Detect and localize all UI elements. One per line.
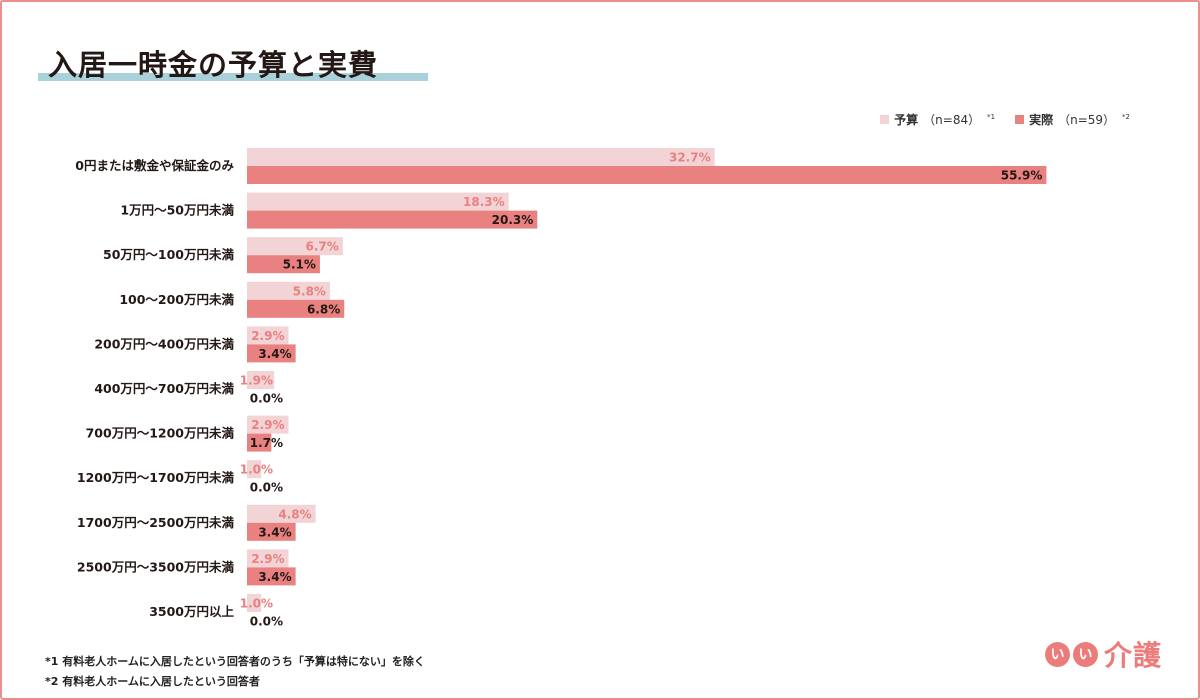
category-label: 1700万円～2500万円未満 <box>77 515 235 530</box>
legend-label-budget: 予算 <box>894 113 919 127</box>
page-title: 入居一時金の予算と実費 <box>48 48 379 82</box>
footnotes: *1 有料老人ホームに入居したという回答者のうち「予算は特にない」を除く *2 … <box>45 652 425 692</box>
data-label-budget: 5.8% <box>293 284 326 298</box>
data-label-actual: 20.3% <box>492 213 534 227</box>
legend-item-actual: 実際 （n=59） *2 <box>1015 111 1130 128</box>
data-label-budget: 32.7% <box>669 151 711 165</box>
data-label-budget: 1.9% <box>240 374 273 388</box>
category-label: 700万円～1200万円未満 <box>86 426 235 441</box>
data-label-actual: 6.8% <box>307 302 340 316</box>
bar-actual <box>247 166 1047 184</box>
legend-swatch-budget <box>880 115 890 124</box>
bar-budget <box>247 371 275 389</box>
data-label-actual: 1.7% <box>250 436 283 450</box>
data-label-budget: 2.9% <box>251 329 284 343</box>
bar-budget <box>247 237 343 256</box>
data-label-actual: 0.0% <box>250 392 283 406</box>
logo-circle-2: い <box>1072 641 1098 667</box>
category-label: 2500万円～3500万円未満 <box>77 559 235 574</box>
legend: 予算 （n=84） *1 実際 （n=59） *2 <box>880 111 1130 128</box>
bar-budget <box>247 148 715 166</box>
bar-actual <box>247 344 296 363</box>
category-label: 200万円～400万円未満 <box>94 336 234 351</box>
legend-footnote-mark-budget: *1 <box>987 112 996 121</box>
bar-actual <box>247 433 272 452</box>
category-label: 1万円～50万円未満 <box>120 203 234 218</box>
logo-text: 介護 <box>1103 639 1162 672</box>
data-label-actual: 55.9% <box>1001 169 1043 183</box>
category-label: 400万円～700万円未満 <box>94 381 234 396</box>
bar-budget <box>247 326 289 345</box>
legend-footnote-mark-actual: *2 <box>1122 112 1130 121</box>
data-label-budget: 4.8% <box>278 507 311 521</box>
category-label: 0円または敷金や保証金のみ <box>75 158 234 173</box>
data-label-actual: 3.4% <box>258 525 291 539</box>
data-label-budget: 2.9% <box>251 552 284 566</box>
bar-budget <box>247 594 262 612</box>
bar-budget <box>247 549 289 568</box>
bar-budget <box>247 192 509 211</box>
bar-actual <box>247 255 320 274</box>
data-label-budget: 1.0% <box>240 463 273 477</box>
brand-logo: い い 介護 <box>1044 634 1162 674</box>
bar-budget <box>247 281 330 300</box>
legend-count-actual: （n=59） <box>1058 113 1116 127</box>
data-label-budget: 18.3% <box>463 195 505 209</box>
data-label-budget: 1.0% <box>240 597 273 611</box>
category-label: 1200万円～1700万円未満 <box>77 470 235 485</box>
footnote-1: *1 有料老人ホームに入居したという回答者のうち「予算は特にない」を除く <box>45 655 425 668</box>
bar-actual <box>247 522 296 541</box>
footnote-2: *2 有料老人ホームに入居したという回答者 <box>45 675 260 688</box>
data-label-actual: 0.0% <box>250 481 283 495</box>
legend-swatch-actual <box>1015 115 1025 124</box>
category-label: 3500万円以上 <box>149 604 234 619</box>
legend-label-actual: 実際 <box>1029 113 1054 127</box>
bar-actual <box>247 299 345 318</box>
bar-chart: 0円または敷金や保証金のみ 32.7% 55.9% 1万円～50万円未満 18.3% 20… <box>75 148 1047 629</box>
legend-item-budget: 予算 （n=84） *1 <box>880 111 995 128</box>
bar-budget <box>247 460 262 479</box>
bar-budget <box>247 504 316 523</box>
data-label-actual: 5.1% <box>283 258 316 272</box>
legend-count-budget: （n=84） <box>923 113 981 127</box>
bar-actual <box>247 210 538 229</box>
category-label: 100～200万円未満 <box>119 292 234 307</box>
data-label-actual: 3.4% <box>258 570 291 584</box>
bar-actual <box>247 567 296 586</box>
logo-circle-1: い <box>1044 641 1070 667</box>
data-label-budget: 6.7% <box>306 240 339 254</box>
category-label: 50万円～100万円未満 <box>103 247 234 262</box>
data-label-budget: 2.9% <box>251 418 284 432</box>
title-underline <box>38 73 428 81</box>
data-label-actual: 0.0% <box>250 615 283 629</box>
bar-budget <box>247 415 289 434</box>
data-label-actual: 3.4% <box>258 347 291 361</box>
